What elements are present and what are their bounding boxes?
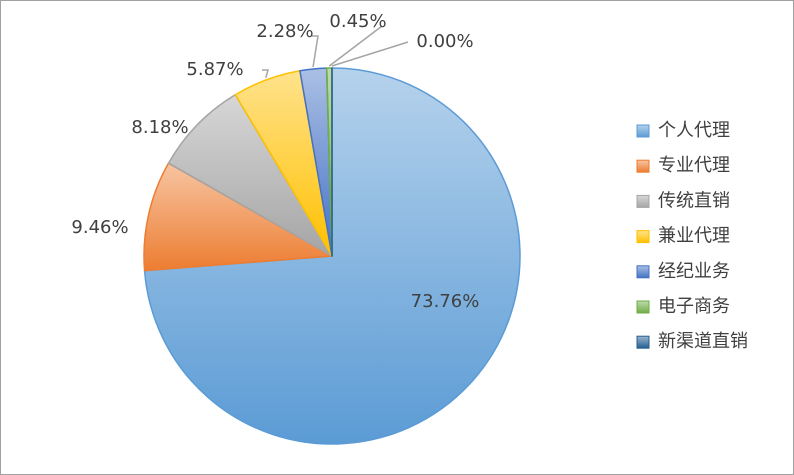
legend-swatch	[636, 159, 650, 173]
pie-slice	[143, 162, 333, 272]
legend-swatch	[636, 194, 650, 208]
legend-label: 兼业代理	[658, 226, 730, 247]
legend-swatch	[636, 335, 650, 349]
data-label: 0.45%	[329, 11, 386, 32]
legend-swatch	[636, 300, 650, 314]
legend-label: 个人代理	[658, 120, 730, 141]
data-label: 2.28%	[256, 21, 313, 42]
legend-label: 专业代理	[658, 155, 730, 176]
data-label: 9.46%	[71, 217, 128, 238]
legend-label: 电子商务	[658, 296, 730, 317]
legend-swatch	[636, 124, 650, 138]
legend-label: 经纪业务	[658, 261, 730, 282]
legend-swatch	[636, 230, 650, 244]
leader-line	[312, 35, 319, 68]
data-label: 5.87%	[186, 59, 243, 80]
leader-line	[331, 41, 409, 67]
leader-line	[328, 25, 383, 67]
legend-swatch	[636, 265, 650, 279]
data-label: 8.18%	[131, 117, 188, 138]
data-label: 73.76%	[411, 291, 480, 312]
legend-label: 新渠道直销	[658, 331, 748, 352]
data-label: 0.00%	[416, 31, 473, 52]
legend-label: 传统直销	[658, 190, 730, 211]
pie-slice	[167, 94, 333, 257]
leader-line	[262, 69, 269, 79]
